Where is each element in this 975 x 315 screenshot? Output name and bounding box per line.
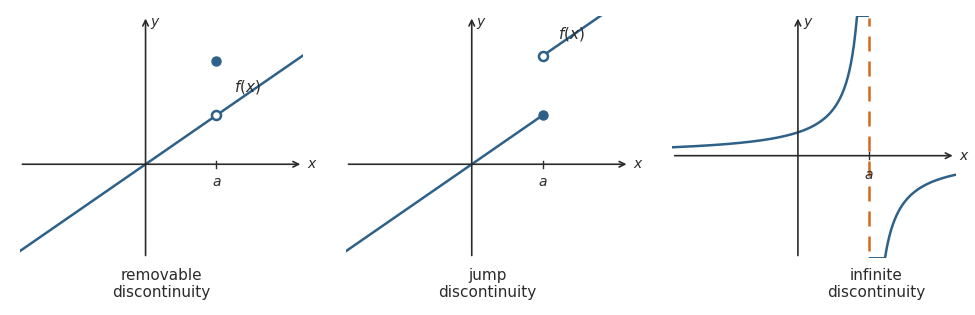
Text: $y$: $y$ [477, 16, 488, 31]
Text: $x$: $x$ [633, 157, 644, 171]
Text: $f(x)$: $f(x)$ [234, 78, 261, 96]
Text: $x$: $x$ [307, 157, 318, 171]
Text: $x$: $x$ [959, 149, 970, 163]
Text: jump
discontinuity: jump discontinuity [439, 268, 536, 301]
Text: infinite
discontinuity: infinite discontinuity [827, 268, 925, 301]
Text: $a$: $a$ [212, 175, 221, 189]
Text: $y$: $y$ [802, 16, 813, 31]
Text: $a$: $a$ [864, 168, 874, 182]
Text: $a$: $a$ [538, 175, 547, 189]
Text: $y$: $y$ [150, 16, 161, 31]
Text: removable
discontinuity: removable discontinuity [112, 268, 211, 301]
Text: $f(x)$: $f(x)$ [559, 26, 585, 43]
